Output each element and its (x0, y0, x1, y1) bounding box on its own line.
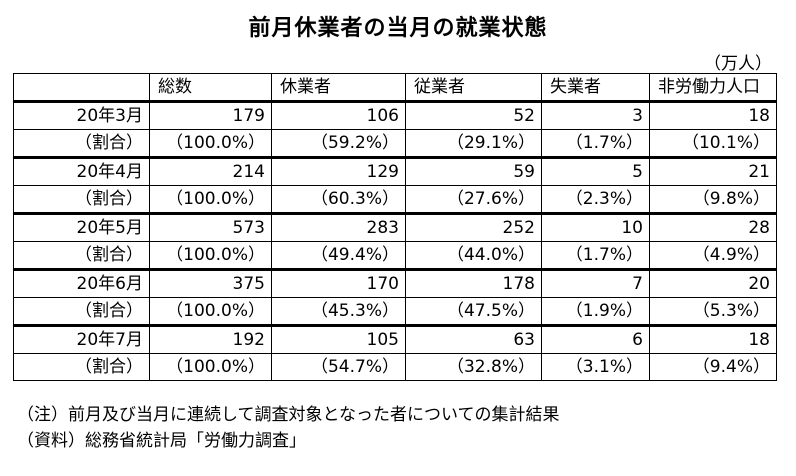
ratio-cell: （100.0%） (149, 185, 272, 214)
value-cell: 6 (541, 324, 650, 354)
table-row: 20年5月 573 283 252 10 28 (13, 212, 777, 242)
row-month-label: 20年5月 (13, 212, 150, 242)
row-ratio-label: （割合） (13, 185, 150, 214)
value-cell: 21 (649, 156, 777, 186)
table-row: （割合） （100.0%） （54.7%） （32.8%） （3.1%） （9.4%） (13, 353, 777, 381)
ratio-cell: （27.6%） (405, 185, 542, 214)
row-ratio-label: （割合） (13, 241, 150, 270)
ratio-cell: （47.5%） (405, 297, 542, 326)
value-cell: 170 (271, 268, 406, 298)
ratio-cell: （4.9%） (649, 241, 777, 270)
table-row: （割合） （100.0%） （60.3%） （27.6%） （2.3%） （9.8%） (13, 185, 777, 214)
table-row: 20年6月 375 170 178 7 20 (13, 268, 777, 298)
header-corner (13, 73, 150, 102)
table-row: （割合） （100.0%） （59.2%） （29.1%） （1.7%） （10.1%） (13, 129, 777, 158)
header-on-leave: 休業者 (271, 73, 406, 102)
notes: （注）前月及び当月に連続して調査対象となった者についての集計結果 （資料）総務省… (17, 402, 559, 454)
ratio-cell: （100.0%） (149, 353, 272, 381)
value-cell: 283 (271, 212, 406, 242)
ratio-cell: （44.0%） (405, 241, 542, 270)
table-row: （割合） （100.0%） （45.3%） （47.5%） （1.9%） （5.3%） (13, 297, 777, 326)
value-cell: 52 (405, 100, 542, 130)
source-line: （資料）総務省統計局「労働力調査」 (17, 431, 306, 451)
row-month-label: 20年3月 (13, 100, 150, 130)
row-ratio-label: （割合） (13, 129, 150, 158)
table-row: 20年7月 192 105 63 6 18 (13, 324, 777, 354)
ratio-cell: （1.7%） (541, 129, 650, 158)
value-cell: 18 (649, 324, 777, 354)
value-cell: 178 (405, 268, 542, 298)
row-month-label: 20年7月 (13, 324, 150, 354)
page-title: 前月休業者の当月の就業状態 (248, 16, 548, 41)
unit-label: （万人） (704, 54, 772, 74)
ratio-cell: （100.0%） (149, 129, 272, 158)
value-cell: 63 (405, 324, 542, 354)
table-row: 20年4月 214 129 59 5 21 (13, 156, 777, 186)
table-body: 20年3月 179 106 52 3 18 （割合） （100.0%） （59.2%） （29.1… (13, 100, 777, 381)
ratio-cell: （60.3%） (271, 185, 406, 214)
value-cell: 28 (649, 212, 777, 242)
ratio-cell: （29.1%） (405, 129, 542, 158)
value-cell: 20 (649, 268, 777, 298)
value-cell: 18 (649, 100, 777, 130)
header-employed: 従業者 (405, 73, 542, 102)
row-ratio-label: （割合） (13, 353, 150, 381)
ratio-cell: （45.3%） (271, 297, 406, 326)
header-not-in-labor-force: 非労働力人口 (649, 73, 777, 102)
ratio-cell: （32.8%） (405, 353, 542, 381)
ratio-cell: （1.9%） (541, 297, 650, 326)
value-cell: 179 (149, 100, 272, 130)
value-cell: 106 (271, 100, 406, 130)
value-cell: 252 (405, 212, 542, 242)
ratio-cell: （10.1%） (649, 129, 777, 158)
table-header-row: 総数 休業者 従業者 失業者 非労働力人口 (13, 73, 777, 102)
value-cell: 10 (541, 212, 650, 242)
value-cell: 7 (541, 268, 650, 298)
ratio-cell: （5.3%） (649, 297, 777, 326)
header-unemployed: 失業者 (541, 73, 650, 102)
ratio-cell: （9.4%） (649, 353, 777, 381)
value-cell: 5 (541, 156, 650, 186)
ratio-cell: （100.0%） (149, 241, 272, 270)
ratio-cell: （9.8%） (649, 185, 777, 214)
ratio-cell: （49.4%） (271, 241, 406, 270)
table-row: （割合） （100.0%） （49.4%） （44.0%） （1.7%） （4.9%） (13, 241, 777, 270)
ratio-cell: （100.0%） (149, 297, 272, 326)
value-cell: 192 (149, 324, 272, 354)
value-cell: 214 (149, 156, 272, 186)
table-row: 20年3月 179 106 52 3 18 (13, 100, 777, 130)
value-cell: 59 (405, 156, 542, 186)
value-cell: 375 (149, 268, 272, 298)
row-ratio-label: （割合） (13, 297, 150, 326)
value-cell: 3 (541, 100, 650, 130)
value-cell: 105 (271, 324, 406, 354)
ratio-cell: （3.1%） (541, 353, 650, 381)
value-cell: 573 (149, 212, 272, 242)
ratio-cell: （54.7%） (271, 353, 406, 381)
ratio-cell: （1.7%） (541, 241, 650, 270)
employment-status-table: 総数 休業者 従業者 失業者 非労働力人口 20年3月 179 106 52 3 18 （割… (13, 73, 777, 381)
note-line: （注）前月及び当月に連続して調査対象となった者についての集計結果 (17, 405, 560, 425)
row-month-label: 20年4月 (13, 156, 150, 186)
header-total: 総数 (149, 73, 272, 102)
row-month-label: 20年6月 (13, 268, 150, 298)
ratio-cell: （59.2%） (271, 129, 406, 158)
value-cell: 129 (271, 156, 406, 186)
ratio-cell: （2.3%） (541, 185, 650, 214)
